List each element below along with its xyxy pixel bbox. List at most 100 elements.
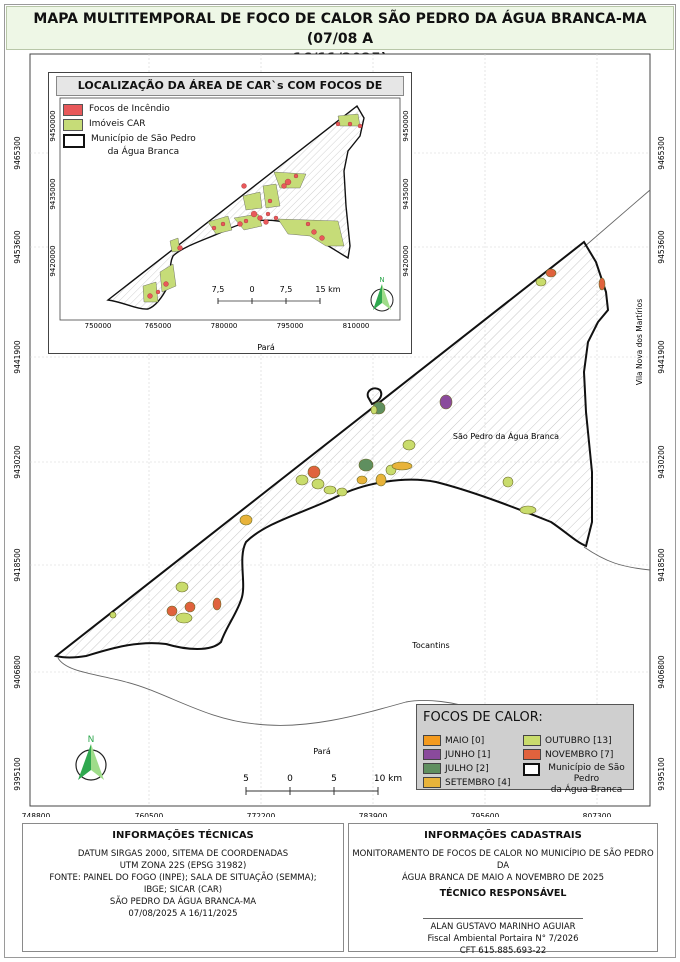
inset-para-label: Pará (257, 343, 275, 352)
foco-novembro[interactable] (307, 465, 321, 479)
vila-nova-label: Vila Nova dos Martírios (635, 299, 644, 385)
technical-info-line: UTM ZONA 22S (EPSG 31982) (119, 861, 247, 871)
legend-item-maio: MAIO [0] (423, 735, 484, 746)
scale-tick: 10 km (374, 774, 402, 784)
tocantins-label: Tocantins (411, 641, 449, 650)
river-border (57, 657, 477, 726)
technical-info-box: INFORMAÇÕES TÉCNICAS DATUM SIRGAS 2000, … (22, 823, 344, 952)
inset-map[interactable]: 750000 765000 780000 795000 810000 94500… (48, 96, 412, 354)
inset-y-tick: 9420000 (49, 245, 57, 276)
y-tick: 9465300 (657, 136, 666, 170)
municipality-label: São Pedro da Água Branca (453, 430, 559, 441)
foco-outubro[interactable] (336, 487, 348, 497)
swatch-icon (423, 763, 441, 774)
inset-scale-tick: 15 km (315, 285, 340, 294)
foco-outubro[interactable] (295, 474, 309, 486)
page-frame (4, 4, 676, 958)
municipality-polygon[interactable] (53, 240, 610, 659)
inset-y-tick: 9450000 (49, 110, 57, 141)
legend-item: Imóveis CAR (63, 118, 196, 131)
y-tick: 9465300 (13, 136, 22, 170)
inset-fire-foci (147, 121, 363, 299)
y-axis-ticks-right: 9465300 9453600 9441900 9430200 9418500 … (657, 136, 666, 791)
foco-setembro[interactable] (356, 475, 368, 485)
x-tick: 795600 (471, 812, 500, 817)
inset-y-tick: 9435000 (49, 178, 57, 209)
foco-setembro[interactable] (239, 514, 253, 526)
scale-bar: 5 0 5 10 km (243, 774, 402, 795)
foco-novembro[interactable] (598, 277, 606, 291)
foco-outubro[interactable] (323, 485, 337, 495)
inset-x-tick: 750000 (85, 322, 112, 330)
heat-foci-legend: FOCOS DE CALOR: MAIO [0] OUTUBRO [13] JU… (416, 704, 634, 795)
swatch-icon (523, 763, 540, 776)
cadastral-info-heading: INFORMAÇÕES CADASTRAIS (424, 830, 582, 841)
inset-scale-tick: 7,5 (280, 285, 293, 294)
technical-info-heading: INFORMAÇÕES TÉCNICAS (112, 830, 254, 841)
y-tick: 9406800 (657, 655, 666, 689)
x-axis-ticks: 748800 760500 772200 783900 795600 80730… (22, 812, 612, 821)
responsible-cft: CFT 615.885.693-22 (459, 946, 547, 956)
inset-north-label: N (379, 276, 384, 284)
legend-label: NOVEMBRO [7] (545, 749, 614, 760)
foco-novembro[interactable] (166, 605, 178, 617)
inset-x-tick: 765000 (145, 322, 172, 330)
technical-info-line: SÃO PEDRO DA ÁGUA BRANCA-MA (109, 897, 257, 907)
foco-outubro[interactable] (109, 611, 117, 619)
foco-outubro[interactable] (502, 476, 514, 488)
inset-legend: Focos de Incêndio Imóveis CAR Município … (63, 103, 196, 161)
y-tick: 9406800 (13, 655, 22, 689)
car-swatch-icon (63, 119, 83, 131)
inset-y-tick: 9420000 (402, 245, 410, 276)
technical-info-line: FONTE: PAINEL DO FOGO (INPE); SALA DE SI… (49, 873, 317, 883)
foco-outubro[interactable] (402, 439, 416, 451)
y-tick: 9441900 (13, 340, 22, 374)
foco-julho[interactable] (358, 458, 374, 472)
legend-label: SETEMBRO [4] (445, 777, 511, 788)
legend-item-junho: JUNHO [1] (423, 749, 490, 760)
foco-outubro[interactable] (370, 405, 378, 415)
foco-junho[interactable] (439, 394, 453, 410)
inset-y-ticks-right: 9450000 9435000 9420000 (402, 110, 410, 276)
north-arrow-icon: N (75, 735, 107, 781)
y-tick: 9395100 (657, 757, 666, 791)
legend-label: Imóveis CAR (89, 119, 146, 129)
foco-outubro[interactable] (519, 505, 537, 515)
inset-scale-tick: 0 (249, 285, 254, 294)
x-tick: 748800 (22, 812, 51, 817)
signature-line (423, 918, 583, 919)
inset-y-tick: 9435000 (402, 178, 410, 209)
foco-novembro[interactable] (545, 268, 557, 278)
map-title: MAPA MULTITEMPORAL DE FOCO DE CALOR SÃO … (6, 6, 674, 67)
y-tick: 9453600 (657, 230, 666, 264)
legend-label: MAIO [0] (445, 735, 485, 746)
y-tick: 9441900 (657, 340, 666, 374)
foco-outubro[interactable] (175, 612, 193, 624)
x-tick: 807300 (583, 812, 612, 817)
y-tick: 9430200 (13, 445, 22, 479)
legend-label: OUTUBRO [13] (545, 735, 612, 746)
state-border-e (583, 546, 651, 571)
scale-tick: 5 (243, 774, 249, 784)
legend-item: Focos de Incêndio (63, 103, 196, 116)
para-label: Pará (313, 747, 331, 756)
foco-novembro[interactable] (184, 601, 196, 613)
swatch-icon (523, 735, 541, 746)
foco-setembro[interactable] (375, 473, 387, 487)
legend-item-municipio: Município de São Pedro da Água Branca (523, 763, 629, 796)
foco-outubro[interactable] (175, 581, 189, 593)
foco-novembro[interactable] (212, 597, 222, 611)
legend-label: JUNHO [1] (445, 749, 491, 760)
technical-info-line: DATUM SIRGAS 2000, SITEMA DE COORDENADAS (77, 849, 289, 859)
swatch-icon (423, 777, 441, 788)
foco-setembro[interactable] (391, 461, 413, 471)
foco-outubro[interactable] (535, 277, 547, 287)
cadastral-info-line: ÁGUA BRANCA DE MAIO A NOVEMBRO DE 2025 (402, 873, 604, 883)
foco-outubro[interactable] (311, 478, 325, 490)
inset-municipality-polygon (106, 104, 365, 310)
x-tick: 772200 (247, 812, 276, 817)
legend-item-julho: JULHO [2] (423, 763, 489, 774)
municipality-bump (366, 387, 383, 406)
north-label: N (88, 735, 95, 745)
heat-foci-layer (109, 268, 606, 624)
